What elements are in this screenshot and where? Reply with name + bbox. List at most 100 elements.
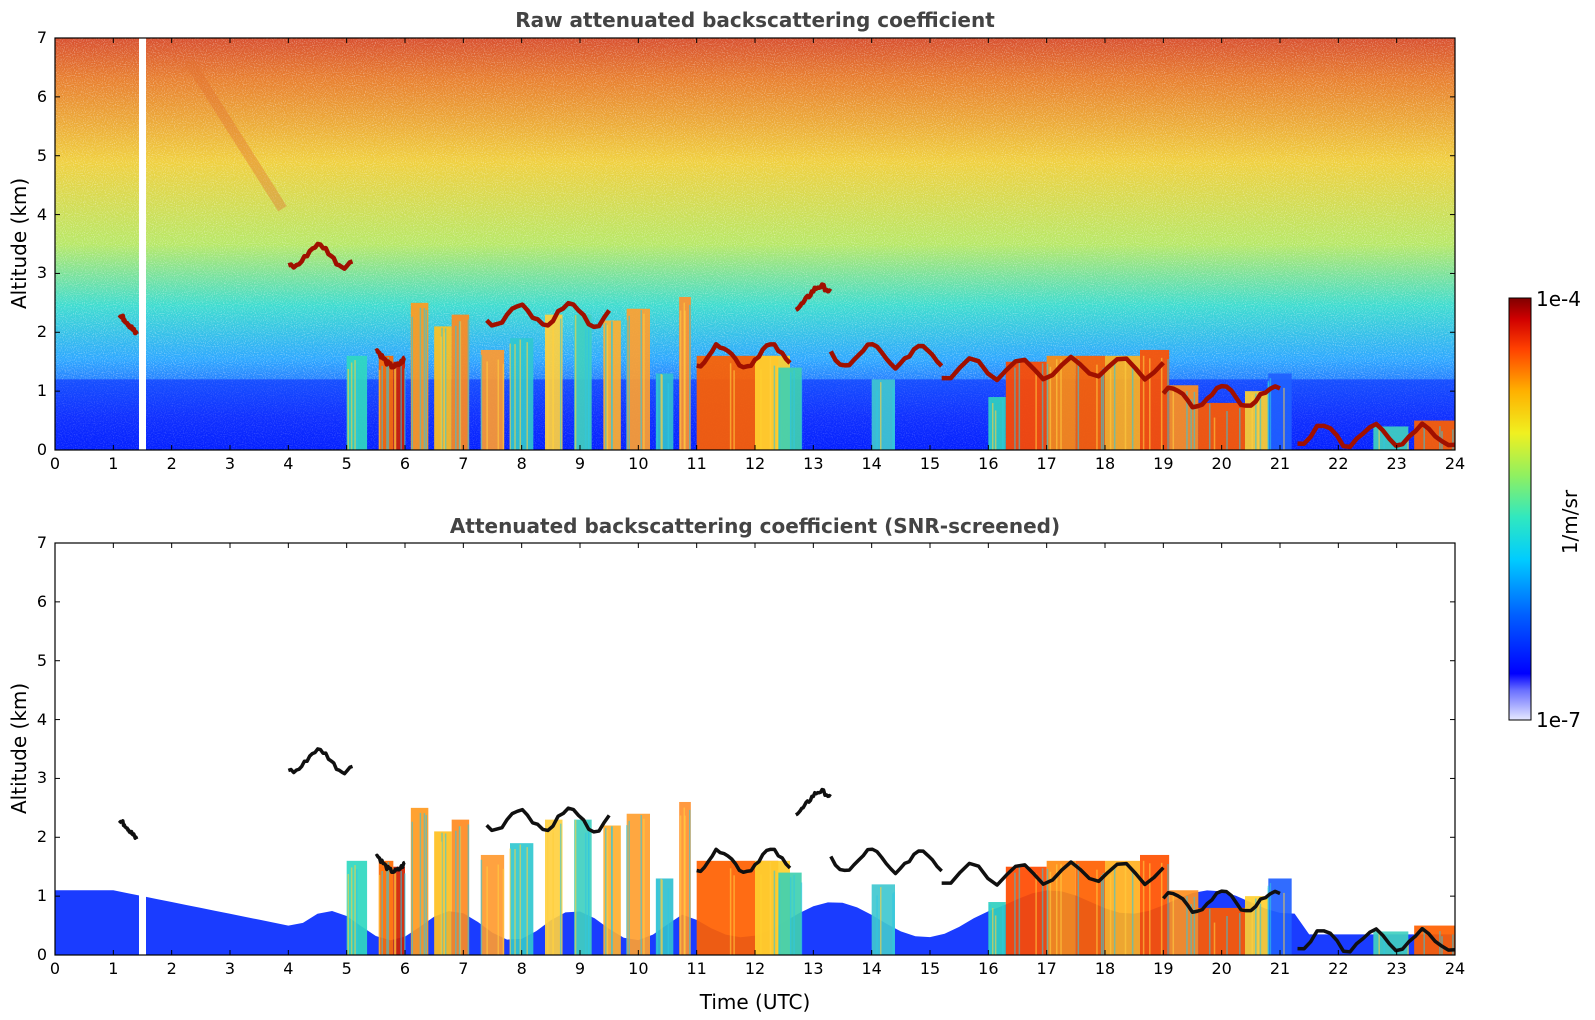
x-tick-label: 20 [1211, 959, 1232, 978]
x-tick-label: 22 [1328, 454, 1349, 473]
x-tick-label: 2 [166, 959, 177, 978]
x-tick-label: 3 [224, 454, 236, 473]
cloud-base-layer [828, 341, 944, 371]
cloud-column [871, 884, 895, 955]
y-tick-label: 3 [36, 768, 47, 788]
cloud-column [1268, 373, 1292, 450]
x-tick-label: 4 [283, 959, 294, 978]
cloud-base-layer [117, 313, 139, 336]
cloud-column [1140, 349, 1170, 450]
y-tick-label: 3 [36, 263, 47, 283]
x-tick-label: 16 [978, 959, 999, 978]
colorbar [1508, 297, 1532, 721]
cloud-column [480, 854, 505, 955]
y-tick-label: 6 [36, 86, 47, 106]
x-tick-label: 12 [744, 454, 766, 473]
cloud-column [574, 819, 592, 955]
x-tick-label: 6 [399, 959, 411, 978]
x-tick-label: 16 [978, 454, 999, 473]
cloud-base-layer [696, 847, 792, 874]
cloud-column [393, 866, 405, 955]
aerosol-streak [184, 58, 287, 212]
y-tick-label: 0 [36, 945, 47, 964]
x-tick-label: 8 [516, 454, 527, 473]
cloud-base-layer [1161, 383, 1281, 410]
cloud-base-layer [117, 819, 139, 840]
raw-y-axis-label: Altitude (km) [7, 177, 31, 309]
screened-y-axis-label: Altitude (km) [7, 682, 31, 814]
screened-ticks [54, 542, 1456, 956]
x-tick-label: 13 [803, 959, 824, 978]
cloud-base-layer [287, 747, 354, 776]
x-tick-label: 22 [1328, 959, 1349, 978]
x-tick-label: 13 [803, 454, 824, 473]
cloud-column [1075, 860, 1105, 955]
y-tick-label: 2 [36, 322, 47, 342]
x-tick-label: 8 [516, 959, 527, 978]
colorbar-gradient [1508, 297, 1532, 721]
y-tick-label: 5 [36, 650, 47, 670]
colorbar-max-label: 1e-4 [1536, 287, 1581, 311]
cloud-base-layer [287, 241, 354, 271]
cloud-column [1198, 402, 1245, 450]
x-tick-label: 11 [686, 454, 707, 473]
y-tick-label: 4 [36, 204, 47, 224]
x-tick-label: 19 [1153, 959, 1174, 978]
x-tick-label: 23 [1386, 454, 1407, 473]
data-gap [139, 38, 146, 450]
cloud-base-layer [485, 300, 612, 330]
y-tick-label: 2 [36, 827, 47, 847]
cloud-base-layer [374, 853, 406, 875]
y-tick-label: 7 [36, 28, 47, 47]
cloud-column [1198, 907, 1245, 955]
screened-chart-title: Attenuated backscattering coefficient (S… [449, 514, 1061, 538]
x-tick-label: 15 [919, 959, 941, 978]
cloud-column [626, 813, 650, 955]
x-tick-label: 3 [224, 959, 236, 978]
cloud-base-layer [374, 348, 407, 370]
cloud-base-layer [794, 282, 833, 312]
x-tick-label: 17 [1036, 959, 1057, 978]
cloud-column [510, 338, 534, 450]
x-tick-label: 14 [861, 959, 882, 978]
x-tick-label: 5 [341, 454, 352, 473]
x-tick-label: 9 [574, 454, 586, 473]
x-tick-label: 24 [1444, 959, 1466, 978]
x-tick-label: 4 [283, 454, 294, 473]
x-tick-label: 10 [628, 454, 649, 473]
cloud-base-layer [941, 860, 1165, 887]
cloud-column [626, 308, 650, 450]
cloud-column [1140, 854, 1170, 955]
cloud-column [393, 361, 405, 450]
x-tick-label: 7 [458, 454, 469, 473]
screened-panel [54, 542, 1456, 956]
cloud-column [378, 355, 394, 450]
cloud-column [434, 326, 452, 450]
cloud-base-layer [1297, 926, 1455, 954]
x-tick-label: 1 [108, 959, 119, 978]
cloud-column [655, 373, 674, 450]
x-tick-label: 11 [686, 959, 707, 978]
x-tick-label: 18 [1094, 959, 1116, 978]
x-tick-label: 7 [458, 959, 469, 978]
cloud-base-layer [1297, 421, 1455, 450]
x-tick-label: 12 [744, 959, 766, 978]
y-tick-label: 1 [36, 886, 47, 906]
x-tick-label: 1 [108, 454, 119, 473]
cloud-column [434, 831, 452, 955]
x-tick-label: 21 [1269, 454, 1291, 473]
x-tick-label: 17 [1036, 454, 1057, 473]
screened-cloud-features [55, 543, 1455, 955]
y-tick-label: 7 [36, 533, 47, 552]
cloud-base-layer [696, 342, 792, 370]
cloud-base-layer [795, 787, 832, 817]
y-tick-label: 1 [36, 381, 47, 401]
x-tick-label: 21 [1269, 959, 1291, 978]
x-tick-label: 20 [1211, 454, 1232, 473]
x-tick-label: 5 [341, 959, 352, 978]
data-gap [139, 543, 146, 955]
y-tick-label: 4 [36, 709, 47, 729]
raw-cloud-features [55, 38, 1455, 450]
x-tick-label: 2 [166, 454, 177, 473]
